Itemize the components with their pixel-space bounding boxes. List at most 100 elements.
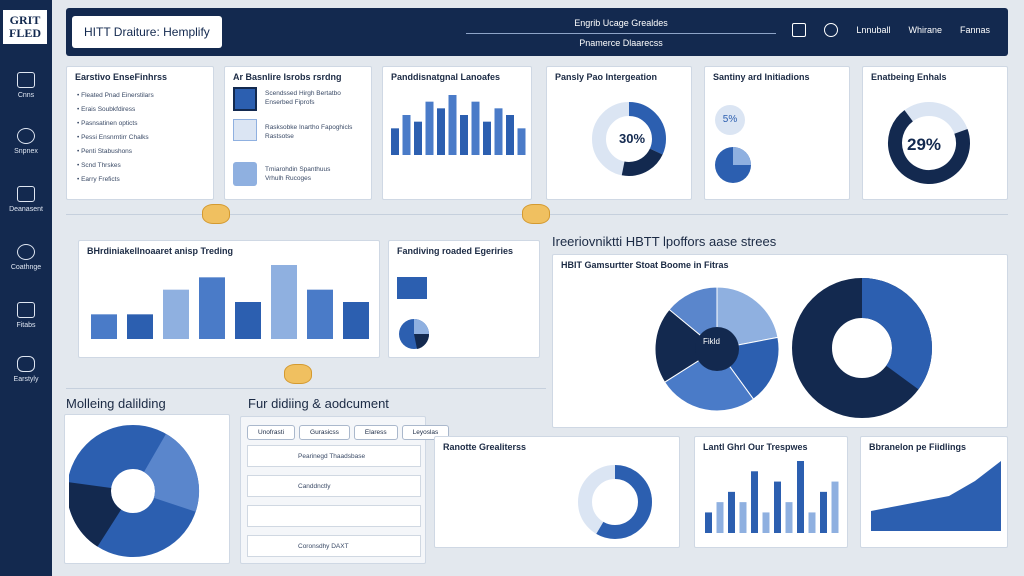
refresh-icon <box>17 244 35 260</box>
card-document-list: Unofrasti Gurasicss Elaress Leyoslas Pea… <box>240 416 450 564</box>
list-item[interactable]: Coronsdhy DAXT <box>247 535 421 557</box>
kpi-value: 30% <box>619 131 646 146</box>
bar <box>785 502 793 533</box>
bar <box>271 265 297 339</box>
app-logo: GRIT FLED <box>3 10 47 44</box>
divider <box>66 388 546 389</box>
header-link-whirane[interactable]: Whirane <box>908 25 942 35</box>
header-link-fannas[interactable]: Fannas <box>959 25 990 35</box>
list-item[interactable] <box>247 505 421 527</box>
card-enabling: Enatbeing Enhals 29% <box>862 66 1008 200</box>
pie-slice <box>663 348 755 412</box>
card-bars: Lantl Ghrl Our Trespwes <box>694 436 848 548</box>
card-remote: Ranotte Grealiterss <box>434 436 680 548</box>
pie-center-label: Fikld <box>703 337 720 346</box>
section-title: Molleing dalilding <box>66 396 166 411</box>
doc-thumb-icon <box>233 119 257 141</box>
pie-chart <box>654 286 780 412</box>
settings-icon[interactable] <box>824 23 839 37</box>
bar <box>506 115 514 155</box>
card-trending: BHrdiniakellnoaaret anisp Treding <box>78 240 380 358</box>
bar <box>774 481 781 533</box>
pie-hole <box>695 327 739 371</box>
sidebar-item-earstyly[interactable]: Earstyly <box>0 356 52 383</box>
list-item[interactable]: • Earry Freficts <box>77 176 120 183</box>
section-title: Fur didiing & aodcument <box>248 396 389 411</box>
header: HITT Draiture: Hemplify Engrib Ucage Gre… <box>66 8 1008 56</box>
chart-thumb-icon <box>397 277 427 299</box>
tab-gurasicss[interactable]: Gurasicss <box>299 425 350 440</box>
feature-list: • Fleated Pnad Einerstilars • Erais Soub… <box>77 89 154 187</box>
donut-chart <box>888 102 970 184</box>
card-baseline: Ar Basnlire Isrobs rsrdng Scendssed Hirg… <box>224 66 372 200</box>
donut-center-label: 30% <box>853 341 870 350</box>
pie-thumb <box>399 319 430 349</box>
bar <box>402 115 411 155</box>
bar <box>808 512 816 533</box>
list-item[interactable]: • Pessi Ensnrntirr Chalks <box>77 134 149 141</box>
chart-thumb-icon <box>233 87 257 111</box>
kpi-value: 29% <box>907 135 942 154</box>
bar <box>751 471 758 533</box>
bar <box>199 277 225 339</box>
list-item: Rastsotse <box>265 133 294 140</box>
list-item[interactable]: • Fleated Pnad Einerstilars <box>77 92 154 99</box>
bar <box>820 491 827 533</box>
card-initiatives: Santiny ard Initiadions 5% <box>704 66 850 200</box>
tab-unofrasti[interactable]: Unofrasti <box>247 425 296 440</box>
bar <box>414 121 422 155</box>
bar <box>471 101 480 155</box>
tab-elaress[interactable]: Elaress <box>353 425 398 440</box>
bar <box>448 95 457 155</box>
bar-chart <box>391 95 526 155</box>
document-icon <box>17 72 35 88</box>
list-item[interactable]: • Scnd Thrskes <box>77 162 121 169</box>
bar <box>705 512 712 533</box>
bar <box>307 289 333 339</box>
list-item: Vrhulh Rucoges <box>265 175 312 182</box>
image-thumb-icon <box>233 162 257 186</box>
tab-bar: Unofrasti Gurasicss Elaress Leyoslas <box>247 425 450 440</box>
donut-chart <box>592 102 666 176</box>
card-area: Bbranelon pe Fiidlings <box>860 436 1008 548</box>
header-subtitle: Engrib Ucage Grealdes Pnamerce Dlaarecss <box>466 17 776 50</box>
sidebar-item-cnns[interactable]: Cnns <box>0 72 52 99</box>
gem-icon <box>202 204 230 224</box>
export-icon[interactable] <box>792 23 807 37</box>
header-link-lnnuball[interactable]: Lnnuball <box>856 25 891 35</box>
divider <box>466 33 776 34</box>
list-item[interactable]: • Erais Soubkfdiress <box>77 106 136 113</box>
pie-slice <box>654 308 718 383</box>
sidebar-item-snpnex[interactable]: Snpnex <box>0 128 52 155</box>
list-item[interactable]: • Pasnsatinen opticts <box>77 120 138 127</box>
bar <box>831 481 839 533</box>
bar <box>235 302 261 339</box>
list-item[interactable]: Canddnctly <box>247 475 421 497</box>
bar <box>437 108 445 155</box>
list-item: Rasksobke Inartho Fapoghicls <box>265 124 353 131</box>
list-item: Scendssed Hirgh Bertatbo <box>265 90 341 97</box>
bar <box>716 502 724 533</box>
upload-icon <box>17 186 35 202</box>
bar <box>728 491 735 533</box>
sidebar: GRIT FLED Cnns Snpnex Deanasent Coathnge… <box>0 0 52 576</box>
gem-icon <box>522 204 550 224</box>
bar <box>797 461 804 533</box>
bar <box>739 502 747 533</box>
list-item[interactable]: Pearinegd Thaadsbase <box>247 445 421 467</box>
area-chart <box>871 461 1001 531</box>
bar <box>163 289 189 339</box>
card-bar-chart: Panddisnatgnal Lanoafes <box>382 66 532 200</box>
donut-chart <box>69 425 199 557</box>
donut-chart <box>578 465 652 539</box>
area-series <box>871 461 1001 531</box>
sidebar-item-fitabs[interactable]: Fitabs <box>0 302 52 329</box>
card-features: Earstivo EnseFinhrss • Fleated Pnad Eine… <box>66 66 214 200</box>
section-title: Ireeriovniktti HBTT lpoffors aase strees <box>552 234 777 249</box>
bar <box>762 512 770 533</box>
sidebar-item-deanasent[interactable]: Deanasent <box>0 186 52 213</box>
sidebar-item-coathnge[interactable]: Coathnge <box>0 244 52 271</box>
list-item[interactable]: • Penti Stabushons <box>77 148 133 155</box>
card-queries: Fandiving roaded Egeriries <box>388 240 540 358</box>
list-item: Tmiarohdin Spanthuus <box>265 166 331 173</box>
